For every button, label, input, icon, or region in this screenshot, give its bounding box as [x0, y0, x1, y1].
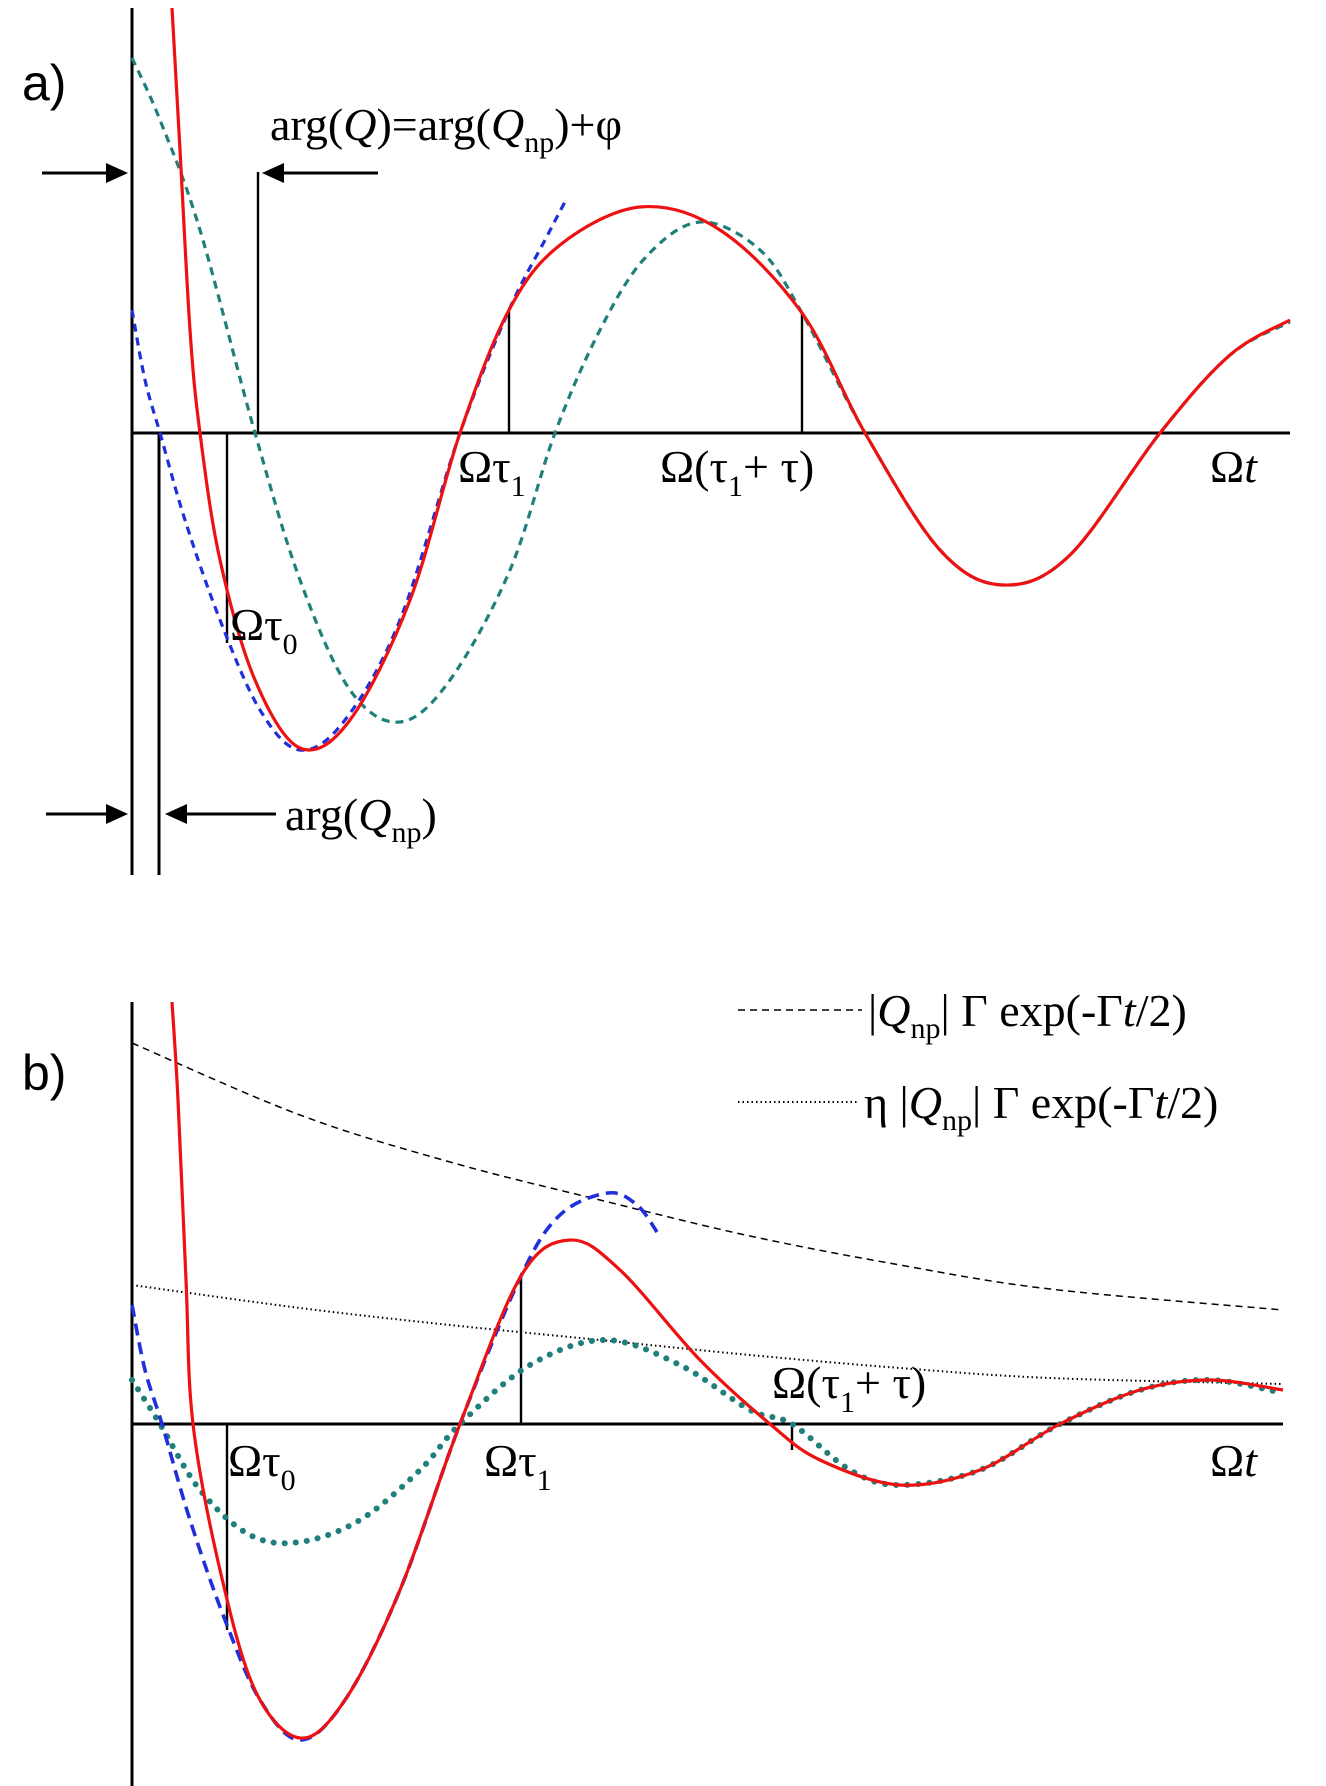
panel-a-shifted-curve [130, 57, 1291, 724]
panel-b: b) |Qnp| Γ exp(-Γt/2) η |Qnp| Γ exp(-Γt/… [22, 985, 1286, 1786]
panel-a-top-arrow-left [42, 163, 128, 183]
panel-a-label: a) [22, 55, 66, 111]
panel-a-tau1tau-label: Ω(τ1+ τ) [660, 441, 814, 503]
panel-b-response-curve [170, 1001, 1284, 1740]
panel-a-bottom-arrow-right [165, 804, 276, 824]
panel-b-envelope-dashed [131, 1042, 1284, 1311]
panel-a-tau0-label: Ωτ0 [230, 599, 298, 661]
panel-b-envelope-dotted [131, 1284, 1284, 1385]
panel-b-nonperturbed-curve [130, 1190, 659, 1742]
legend-dotted-label: η |Qnp| Γ exp(-Γt/2) [864, 1077, 1218, 1137]
panel-a-bottom-arrow-left [46, 804, 128, 824]
panel-b-legend: |Qnp| Γ exp(-Γt/2) η |Qnp| Γ exp(-Γt/2) [738, 985, 1218, 1137]
panel-a-top-arrow-right [262, 163, 378, 183]
panel-b-scaled-curve [129, 1336, 1286, 1547]
panel-b-tau1tau-label: Ω(τ1+ τ) [772, 1357, 926, 1419]
panel-a: a) arg(Q)=arg(Qnp)+φ [22, 7, 1291, 875]
panel-b-tau0-label: Ωτ0 [228, 1435, 296, 1497]
panel-a-response-curve [170, 7, 1291, 752]
panel-b-tau1-label: Ωτ1 [484, 1435, 552, 1497]
panel-a-arg-q-label: arg(Q)=arg(Qnp)+φ [270, 99, 622, 159]
panel-b-label: b) [22, 1045, 66, 1101]
panel-b-time-label: Ωt [1210, 1435, 1258, 1486]
legend-dashed-label: |Qnp| Γ exp(-Γt/2) [868, 985, 1187, 1045]
panel-a-tau1-label: Ωτ1 [458, 441, 526, 503]
panel-a-nonperturbed-curve [130, 197, 569, 752]
panel-a-time-label: Ωt [1210, 441, 1258, 492]
panel-a-arg-qnp-label: arg(Qnp) [285, 789, 437, 849]
